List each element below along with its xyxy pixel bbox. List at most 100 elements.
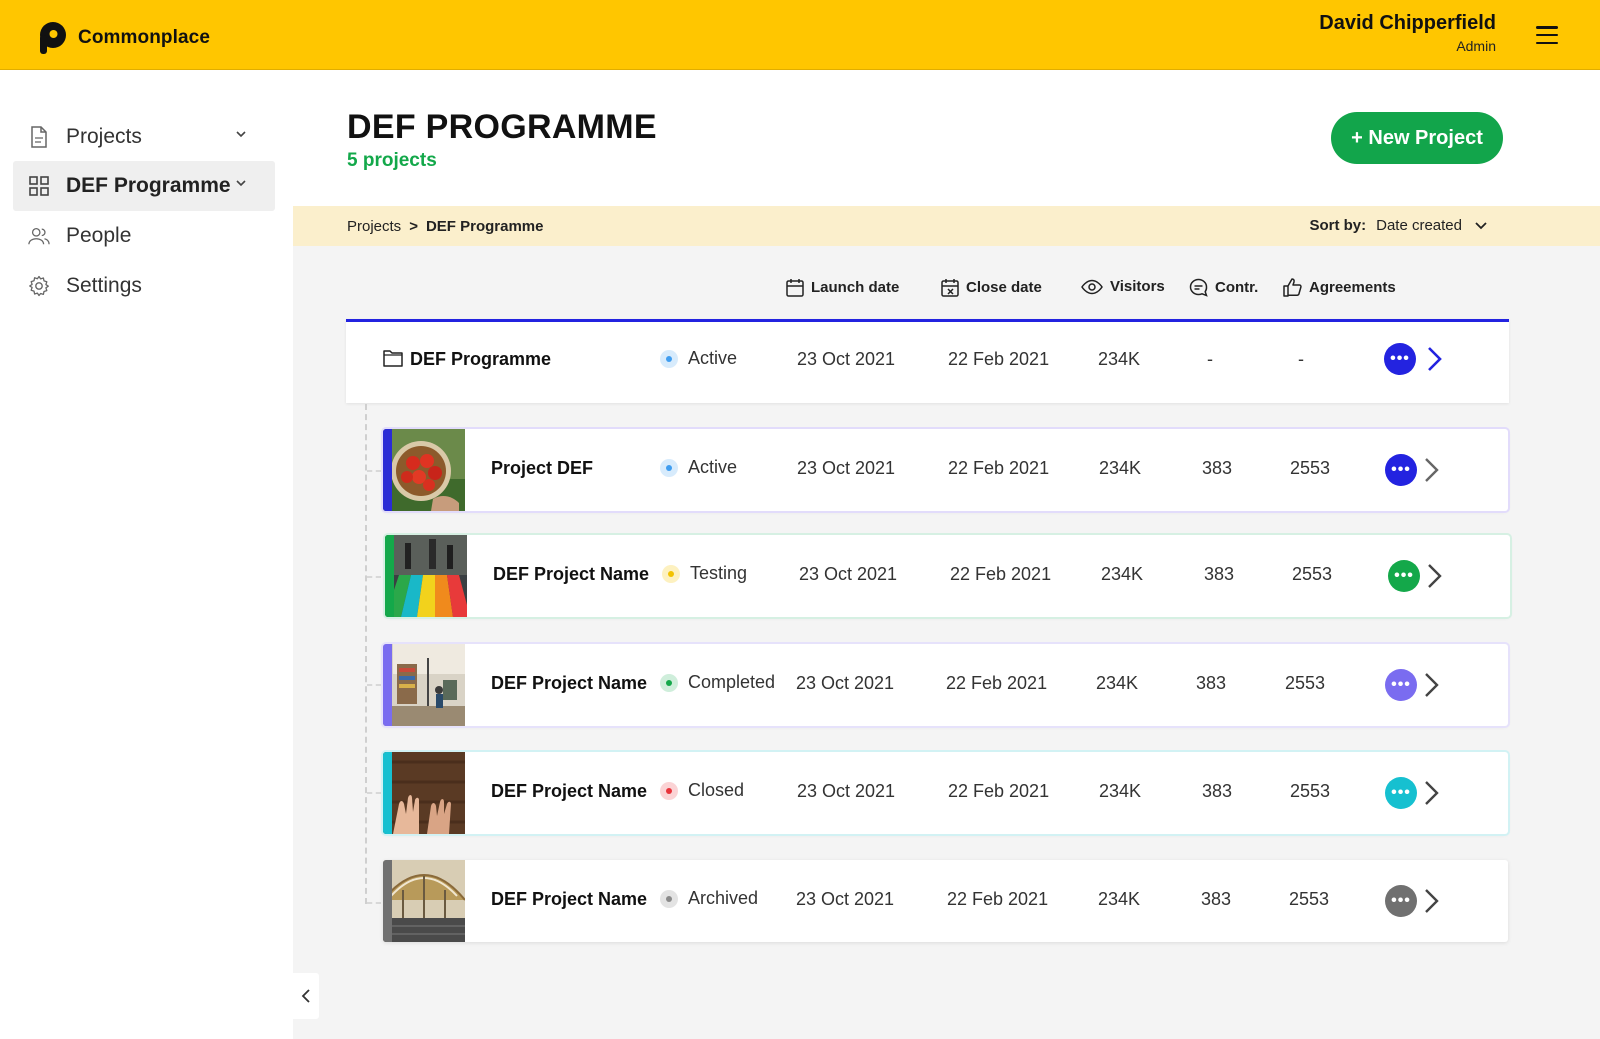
chevron-down-icon[interactable] [235, 130, 247, 138]
column-label: Contr. [1215, 279, 1259, 296]
project-name: DEF Project Name [491, 673, 648, 693]
sidebar: Projects DEF Programme People Settings [0, 70, 293, 1039]
project-row[interactable]: DEF Project Name Testing 23 Oct 2021 22 … [385, 535, 1510, 617]
status-dot-testing [662, 564, 680, 583]
visitors-count: 234K [1099, 781, 1142, 801]
project-row[interactable]: DEF Project Name Archived 23 Oct 2021 22… [383, 860, 1508, 942]
grid-icon [28, 175, 50, 197]
tree-branch [367, 792, 381, 794]
contributions-count: 383 [1204, 564, 1235, 584]
more-options-button[interactable]: ••• [1385, 885, 1417, 917]
contributions-count: 383 [1196, 673, 1227, 693]
launch-date: 23 Oct 2021 [797, 458, 896, 478]
column-header-visitors[interactable]: Visitors [1081, 278, 1165, 295]
sort-value: Date created [1376, 217, 1462, 234]
sidebar-item-projects[interactable]: Projects [13, 112, 275, 162]
column-header-agreements[interactable]: Agreements [1283, 278, 1396, 297]
eye-icon [1081, 279, 1103, 294]
more-options-button[interactable]: ••• [1385, 777, 1417, 809]
column-header-close-date[interactable]: Close date [941, 278, 1042, 297]
project-name: Project DEF [491, 458, 594, 478]
agreements-count: 2553 [1290, 781, 1331, 801]
chevron-right-icon[interactable] [1421, 779, 1441, 807]
chevron-left-icon [301, 989, 310, 1003]
sidebar-item-def-programme[interactable]: DEF Programme [13, 161, 275, 211]
sidebar-item-label: Projects [66, 125, 142, 148]
brand-name: Commonplace [78, 27, 211, 48]
column-label: Visitors [1110, 278, 1165, 295]
contributions-count: - [1207, 349, 1213, 369]
agreements-count: 2553 [1290, 458, 1331, 478]
column-label: Launch date [811, 279, 900, 296]
launch-date: 23 Oct 2021 [796, 889, 895, 909]
breadcrumb-projects-link[interactable]: Projects [347, 218, 402, 235]
project-row[interactable]: DEF Project Name Closed 23 Oct 2021 22 F… [383, 752, 1508, 834]
more-options-button[interactable]: ••• [1385, 669, 1417, 701]
sort-label: Sort by: [1309, 217, 1367, 234]
status-badge: Archived [660, 888, 758, 909]
sort-dropdown[interactable]: Sort by: Date created [1309, 217, 1488, 234]
programme-row[interactable]: DEF Programme Active 23 Oct 2021 22 Feb … [346, 319, 1509, 403]
status-badge: Closed [660, 780, 744, 801]
column-header-launch-date[interactable]: Launch date [786, 278, 899, 297]
visitors-count: 234K [1098, 889, 1141, 909]
chevron-right-icon[interactable] [1424, 345, 1444, 373]
more-options-button[interactable]: ••• [1388, 560, 1420, 592]
column-header-contributions[interactable]: Contr. [1189, 278, 1258, 297]
breadcrumb-separator: > [409, 218, 418, 235]
column-label: Close date [966, 279, 1042, 296]
status-label: Active [688, 348, 738, 368]
project-count: 5 projects [347, 150, 437, 171]
status-label: Archived [688, 888, 759, 908]
close-date: 22 Feb 2021 [948, 781, 1050, 801]
collapse-sidebar-button[interactable] [293, 973, 319, 1019]
user-info[interactable]: David Chipperfield Admin [1319, 12, 1496, 54]
close-date: 22 Feb 2021 [947, 889, 1049, 909]
tree-branch [367, 576, 381, 578]
close-date: 22 Feb 2021 [946, 673, 1048, 693]
contributions-count: 383 [1202, 781, 1233, 801]
status-label: Completed [688, 672, 776, 692]
new-project-button[interactable]: + New Project [1331, 112, 1503, 164]
status-label: Active [688, 457, 738, 477]
status-label: Closed [688, 780, 745, 800]
gear-icon [28, 275, 50, 297]
more-options-button[interactable]: ••• [1385, 454, 1417, 486]
thumbs-up-icon [1283, 278, 1302, 297]
agreements-count: 2553 [1289, 889, 1330, 909]
project-thumbnail-tomatoes [383, 429, 465, 511]
chevron-right-icon[interactable] [1421, 456, 1441, 484]
sidebar-item-settings[interactable]: Settings [13, 261, 275, 311]
chevron-right-icon[interactable] [1421, 887, 1441, 915]
chevron-down-icon [1475, 222, 1487, 230]
agreements-count: 2553 [1285, 673, 1326, 693]
launch-date: 23 Oct 2021 [799, 564, 898, 584]
status-badge: Active [660, 348, 737, 369]
calendar-icon [786, 279, 804, 297]
agreements-count: 2553 [1292, 564, 1333, 584]
tree-branch [367, 902, 381, 904]
people-icon [28, 225, 50, 247]
user-role: Admin [1456, 38, 1496, 54]
status-badge: Completed [660, 672, 775, 693]
hamburger-menu-icon[interactable] [1536, 26, 1558, 44]
status-dot-archived [660, 889, 678, 908]
chevron-down-icon[interactable] [235, 179, 247, 187]
more-options-button[interactable]: ••• [1384, 343, 1416, 375]
project-row[interactable]: DEF Project Name Completed 23 Oct 2021 2… [383, 644, 1508, 726]
project-row[interactable]: Project DEF Active 23 Oct 2021 22 Feb 20… [383, 429, 1508, 511]
close-date: 22 Feb 2021 [950, 564, 1052, 584]
launch-date: 23 Oct 2021 [796, 673, 895, 693]
chevron-right-icon[interactable] [1421, 671, 1441, 699]
project-accent [383, 429, 392, 511]
visitors-count: 234K [1101, 564, 1144, 584]
chevron-right-icon[interactable] [1424, 562, 1444, 590]
commonplace-logo-icon [40, 22, 66, 54]
breadcrumb-bar: Projects > DEF Programme Sort by: Date c… [293, 206, 1600, 246]
programme-name: DEF Programme [410, 349, 552, 369]
visitors-count: 234K [1099, 458, 1142, 478]
sidebar-item-label: People [66, 224, 132, 247]
sidebar-item-people[interactable]: People [13, 211, 275, 261]
visitors-count: 234K [1096, 673, 1139, 693]
brand-logo[interactable]: Commonplace [38, 21, 210, 55]
